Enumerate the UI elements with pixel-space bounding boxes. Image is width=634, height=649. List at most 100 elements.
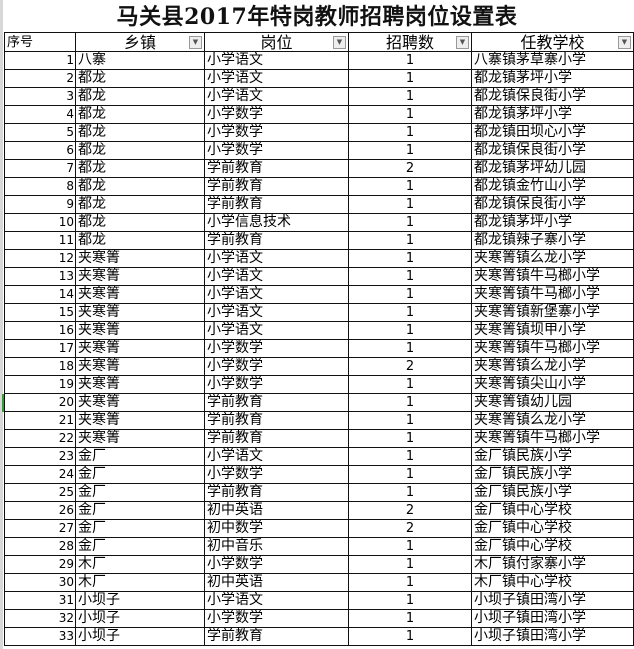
cell-township[interactable]: 都龙 (75, 159, 205, 178)
cell-count[interactable]: 1 (348, 555, 472, 574)
cell-count[interactable]: 1 (348, 285, 472, 304)
cell-school[interactable]: 小坝子镇田湾小学 (471, 609, 634, 628)
cell-school[interactable]: 夹寒箐镇么龙小学 (471, 249, 634, 268)
cell-school[interactable]: 八寨镇茅草寨小学 (471, 51, 634, 70)
cell-township[interactable]: 夹寒箐 (75, 375, 205, 394)
cell-position[interactable]: 小学语文 (204, 285, 349, 304)
cell-position[interactable]: 小学语文 (204, 447, 349, 466)
cell-index[interactable]: 6 (4, 141, 76, 160)
cell-position[interactable]: 小学数学 (204, 609, 349, 628)
cell-township[interactable]: 都龙 (75, 141, 205, 160)
cell-index[interactable]: 9 (4, 195, 76, 214)
cell-index[interactable]: 4 (4, 105, 76, 124)
cell-position[interactable]: 学前教育 (204, 159, 349, 178)
cell-position[interactable]: 小学语文 (204, 303, 349, 322)
cell-count[interactable]: 1 (348, 483, 472, 502)
cell-count[interactable]: 1 (348, 249, 472, 268)
cell-school[interactable]: 夹寒箐镇么龙小学 (471, 357, 634, 376)
cell-count[interactable]: 1 (348, 177, 472, 196)
cell-count[interactable]: 1 (348, 231, 472, 250)
cell-index[interactable]: 26 (4, 501, 76, 520)
cell-position[interactable]: 学前教育 (204, 177, 349, 196)
cell-township[interactable]: 夹寒箐 (75, 357, 205, 376)
cell-township[interactable]: 都龙 (75, 69, 205, 88)
cell-school[interactable]: 金厂镇民族小学 (471, 447, 634, 466)
cell-index[interactable]: 24 (4, 465, 76, 484)
cell-township[interactable]: 夹寒箐 (75, 429, 205, 448)
cell-index[interactable]: 1 (4, 51, 76, 70)
cell-school[interactable]: 小坝子镇田湾小学 (471, 627, 634, 646)
cell-township[interactable]: 木厂 (75, 573, 205, 592)
cell-position[interactable]: 初中音乐 (204, 537, 349, 556)
cell-township[interactable]: 夹寒箐 (75, 393, 205, 412)
cell-position[interactable]: 小学语文 (204, 267, 349, 286)
cell-township[interactable]: 夹寒箐 (75, 267, 205, 286)
cell-position[interactable]: 小学语文 (204, 321, 349, 340)
cell-index[interactable]: 19 (4, 375, 76, 394)
cell-count[interactable]: 1 (348, 447, 472, 466)
cell-township[interactable]: 都龙 (75, 123, 205, 142)
cell-index[interactable]: 27 (4, 519, 76, 538)
cell-position[interactable]: 小学信息技术 (204, 213, 349, 232)
cell-township[interactable]: 夹寒箐 (75, 249, 205, 268)
cell-position[interactable]: 学前教育 (204, 231, 349, 250)
cell-school[interactable]: 都龙镇茅坪幼儿园 (471, 159, 634, 178)
cell-position[interactable]: 学前教育 (204, 627, 349, 646)
cell-school[interactable]: 都龙镇金竹山小学 (471, 177, 634, 196)
cell-count[interactable]: 1 (348, 609, 472, 628)
cell-count[interactable]: 1 (348, 105, 472, 124)
cell-school[interactable]: 夹寒箐镇牛马榔小学 (471, 267, 634, 286)
cell-township[interactable]: 都龙 (75, 87, 205, 106)
cell-count[interactable]: 1 (348, 213, 472, 232)
cell-position[interactable]: 小学数学 (204, 141, 349, 160)
cell-count[interactable]: 1 (348, 393, 472, 412)
cell-township[interactable]: 都龙 (75, 195, 205, 214)
cell-index[interactable]: 20 (4, 393, 76, 412)
cell-township[interactable]: 都龙 (75, 213, 205, 232)
cell-index[interactable]: 32 (4, 609, 76, 628)
cell-count[interactable]: 1 (348, 195, 472, 214)
cell-township[interactable]: 小坝子 (75, 609, 205, 628)
cell-count[interactable]: 1 (348, 267, 472, 286)
cell-position[interactable]: 小学数学 (204, 555, 349, 574)
cell-index[interactable]: 22 (4, 429, 76, 448)
cell-count[interactable]: 1 (348, 87, 472, 106)
filter-dropdown-icon[interactable]: ▼ (456, 36, 469, 49)
cell-position[interactable]: 小学数学 (204, 339, 349, 358)
cell-township[interactable]: 木厂 (75, 555, 205, 574)
cell-school[interactable]: 都龙镇保良街小学 (471, 141, 634, 160)
cell-school[interactable]: 小坝子镇田湾小学 (471, 591, 634, 610)
cell-index[interactable]: 30 (4, 573, 76, 592)
cell-school[interactable]: 夹寒箐镇牛马榔小学 (471, 429, 634, 448)
cell-count[interactable]: 1 (348, 429, 472, 448)
cell-position[interactable]: 初中数学 (204, 519, 349, 538)
filter-dropdown-icon[interactable]: ▼ (189, 36, 202, 49)
cell-count[interactable]: 1 (348, 573, 472, 592)
cell-count[interactable]: 1 (348, 411, 472, 430)
cell-township[interactable]: 小坝子 (75, 627, 205, 646)
cell-school[interactable]: 木厂镇中心学校 (471, 573, 634, 592)
cell-school[interactable]: 都龙镇茅坪小学 (471, 105, 634, 124)
cell-position[interactable]: 学前教育 (204, 393, 349, 412)
cell-position[interactable]: 小学数学 (204, 465, 349, 484)
cell-school[interactable]: 夹寒箐镇幼儿园 (471, 393, 634, 412)
cell-count[interactable]: 1 (348, 339, 472, 358)
cell-count[interactable]: 1 (348, 69, 472, 88)
cell-township[interactable]: 小坝子 (75, 591, 205, 610)
cell-index[interactable]: 17 (4, 339, 76, 358)
cell-township[interactable]: 金厂 (75, 483, 205, 502)
cell-township[interactable]: 都龙 (75, 177, 205, 196)
cell-township[interactable]: 八寨 (75, 51, 205, 70)
cell-school[interactable]: 金厂镇中心学校 (471, 519, 634, 538)
cell-position[interactable]: 初中英语 (204, 501, 349, 520)
cell-township[interactable]: 夹寒箐 (75, 321, 205, 340)
cell-index[interactable]: 21 (4, 411, 76, 430)
cell-position[interactable]: 小学语文 (204, 249, 349, 268)
cell-school[interactable]: 夹寒箐镇牛马榔小学 (471, 285, 634, 304)
cell-school[interactable]: 夹寒箐镇牛马榔小学 (471, 339, 634, 358)
cell-index[interactable]: 8 (4, 177, 76, 196)
cell-township[interactable]: 金厂 (75, 537, 205, 556)
cell-index[interactable]: 25 (4, 483, 76, 502)
cell-township[interactable]: 都龙 (75, 231, 205, 250)
cell-position[interactable]: 小学语文 (204, 591, 349, 610)
